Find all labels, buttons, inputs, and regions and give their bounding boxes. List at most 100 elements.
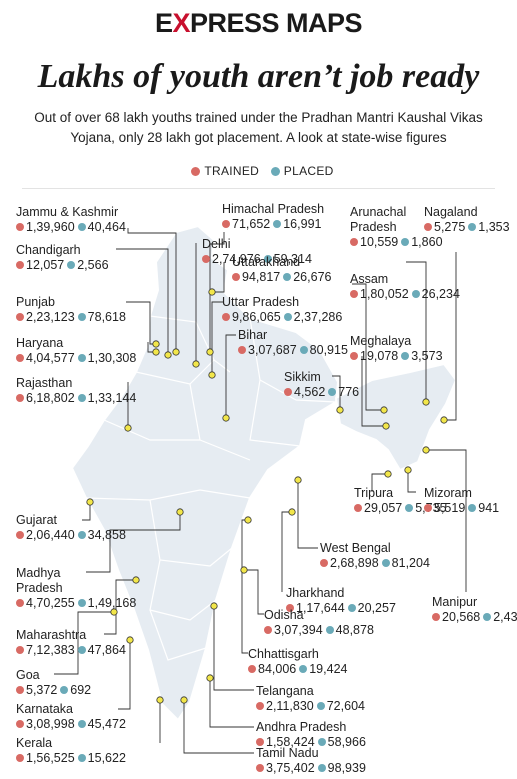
trained-dot-icon	[350, 352, 358, 360]
leader-line-jk	[127, 228, 177, 352]
placed-dot-icon	[77, 646, 86, 654]
placed-value: 40,464	[77, 220, 126, 235]
leader-line-ml	[361, 356, 386, 427]
state-marker-tg	[210, 602, 218, 610]
trained-dot-icon	[256, 738, 264, 746]
placed-dot-icon	[270, 167, 280, 176]
state-name: Arunachal	[350, 205, 407, 219]
state-marker-mn	[422, 446, 430, 454]
state-name: Jharkhand	[286, 586, 345, 600]
state-name: Haryana	[16, 336, 64, 350]
trained-value: 5,275	[424, 220, 465, 235]
state-label-pb: Punjab 2,23,123 78,618	[16, 295, 126, 325]
trained-dot-icon	[248, 665, 256, 673]
trained-dot-icon	[16, 646, 24, 654]
trained-value: 4,70,255	[16, 596, 75, 611]
state-values: 5,372 692	[16, 683, 91, 698]
state-values: 4,70,255 1,49,168	[16, 596, 136, 611]
trained-value: 5,519	[424, 501, 465, 516]
divider	[22, 188, 495, 189]
state-name: Karnataka	[16, 702, 73, 716]
trained-value: 2,11,830	[256, 699, 314, 714]
trained-dot-icon	[238, 346, 246, 354]
state-label-jh: Jharkhand 1,17,644 20,257	[286, 586, 396, 616]
state-marker-nl	[440, 416, 448, 424]
placed-dot-icon	[67, 261, 76, 269]
placed-dot-icon	[77, 313, 86, 321]
placed-value: 15,622	[77, 751, 126, 766]
trained-dot-icon	[284, 388, 292, 396]
placed-value: 2,435	[483, 610, 517, 625]
leader-line-ap	[209, 678, 254, 728]
state-marker-mz	[404, 466, 412, 474]
trained-dot-icon	[16, 261, 24, 269]
state-name: Pradesh	[350, 220, 397, 234]
state-values: 84,006 19,424	[248, 662, 347, 677]
state-label-mh: Maharashtra 7,12,383 47,864	[16, 628, 126, 658]
state-name: Uttar Pradesh	[222, 295, 300, 309]
leader-line-sk	[332, 375, 341, 410]
placed-value: 59,314	[263, 252, 312, 267]
state-name: Kerala	[16, 736, 53, 750]
state-name: Jammu & Kashmir	[16, 205, 119, 219]
state-name: Nagaland	[424, 205, 478, 219]
state-label-uk: Uttarakhand 94,817 26,676	[232, 255, 331, 285]
state-name: Madhya	[16, 566, 61, 580]
state-label-dl: Delhi 2,74,976 59,314	[202, 237, 312, 267]
leader-line-ka	[118, 640, 131, 710]
state-marker-rj	[124, 424, 132, 432]
state-marker-tn	[180, 696, 188, 704]
placed-dot-icon	[317, 764, 326, 772]
legend-trained: TRAINED	[204, 164, 260, 178]
state-label-tn: Tamil Nadu 3,75,402 98,939	[256, 746, 366, 776]
trained-value: 10,559	[350, 235, 398, 250]
placed-value: 1,49,168	[77, 596, 136, 611]
trained-dot-icon	[16, 313, 24, 321]
state-label-sk: Sikkim 4,562 776	[284, 370, 359, 400]
state-values: 5,519 941	[424, 501, 499, 516]
placed-dot-icon	[77, 720, 86, 728]
trained-dot-icon	[16, 754, 24, 762]
state-marker-hp	[206, 348, 214, 356]
brand-logo: EXPRESS MAPS	[154, 8, 363, 38]
state-values: 1,39,960 40,464	[16, 220, 126, 235]
state-marker-jk	[172, 348, 180, 356]
trained-dot-icon	[222, 313, 230, 321]
placed-dot-icon	[401, 352, 410, 360]
trained-value: 7,12,383	[16, 643, 75, 658]
state-marker-ka	[126, 636, 134, 644]
state-markers	[86, 288, 448, 704]
trained-value: 1,39,960	[16, 220, 75, 235]
trained-value: 2,74,976	[202, 252, 261, 267]
trained-value: 12,057	[16, 258, 64, 273]
state-values: 9,86,065 2,37,286	[222, 310, 342, 325]
state-marker-jh	[288, 508, 296, 516]
state-name: Manipur	[432, 595, 478, 609]
placed-dot-icon	[77, 394, 86, 402]
state-values: 3,07,687 80,915	[238, 343, 348, 358]
placed-dot-icon	[316, 702, 325, 710]
state-label-gj: Gujarat 2,06,440 34,858	[16, 513, 126, 543]
legend-placed: PLACED	[283, 164, 334, 178]
leader-line-br	[225, 334, 236, 418]
placed-value: 78,618	[77, 310, 126, 325]
state-marker-dl	[192, 360, 200, 368]
state-name: West Bengal	[320, 541, 391, 555]
state-label-hp: Himachal Pradesh 71,652 16,991	[222, 202, 324, 232]
placed-dot-icon	[77, 354, 86, 362]
state-marker-up	[208, 371, 216, 379]
trained-dot-icon	[16, 686, 24, 694]
state-name: Assam	[350, 272, 389, 286]
state-name: Gujarat	[16, 513, 57, 527]
leader-line-tn	[183, 700, 254, 754]
placed-dot-icon	[77, 223, 86, 231]
trained-value: 1,80,052	[350, 287, 409, 302]
state-values: 2,74,976 59,314	[202, 252, 312, 267]
placed-value: 19,424	[299, 662, 347, 677]
trained-dot-icon	[191, 167, 201, 176]
state-values: 19,078 3,573	[350, 349, 443, 364]
trained-dot-icon	[354, 504, 362, 512]
placed-dot-icon	[283, 273, 292, 281]
